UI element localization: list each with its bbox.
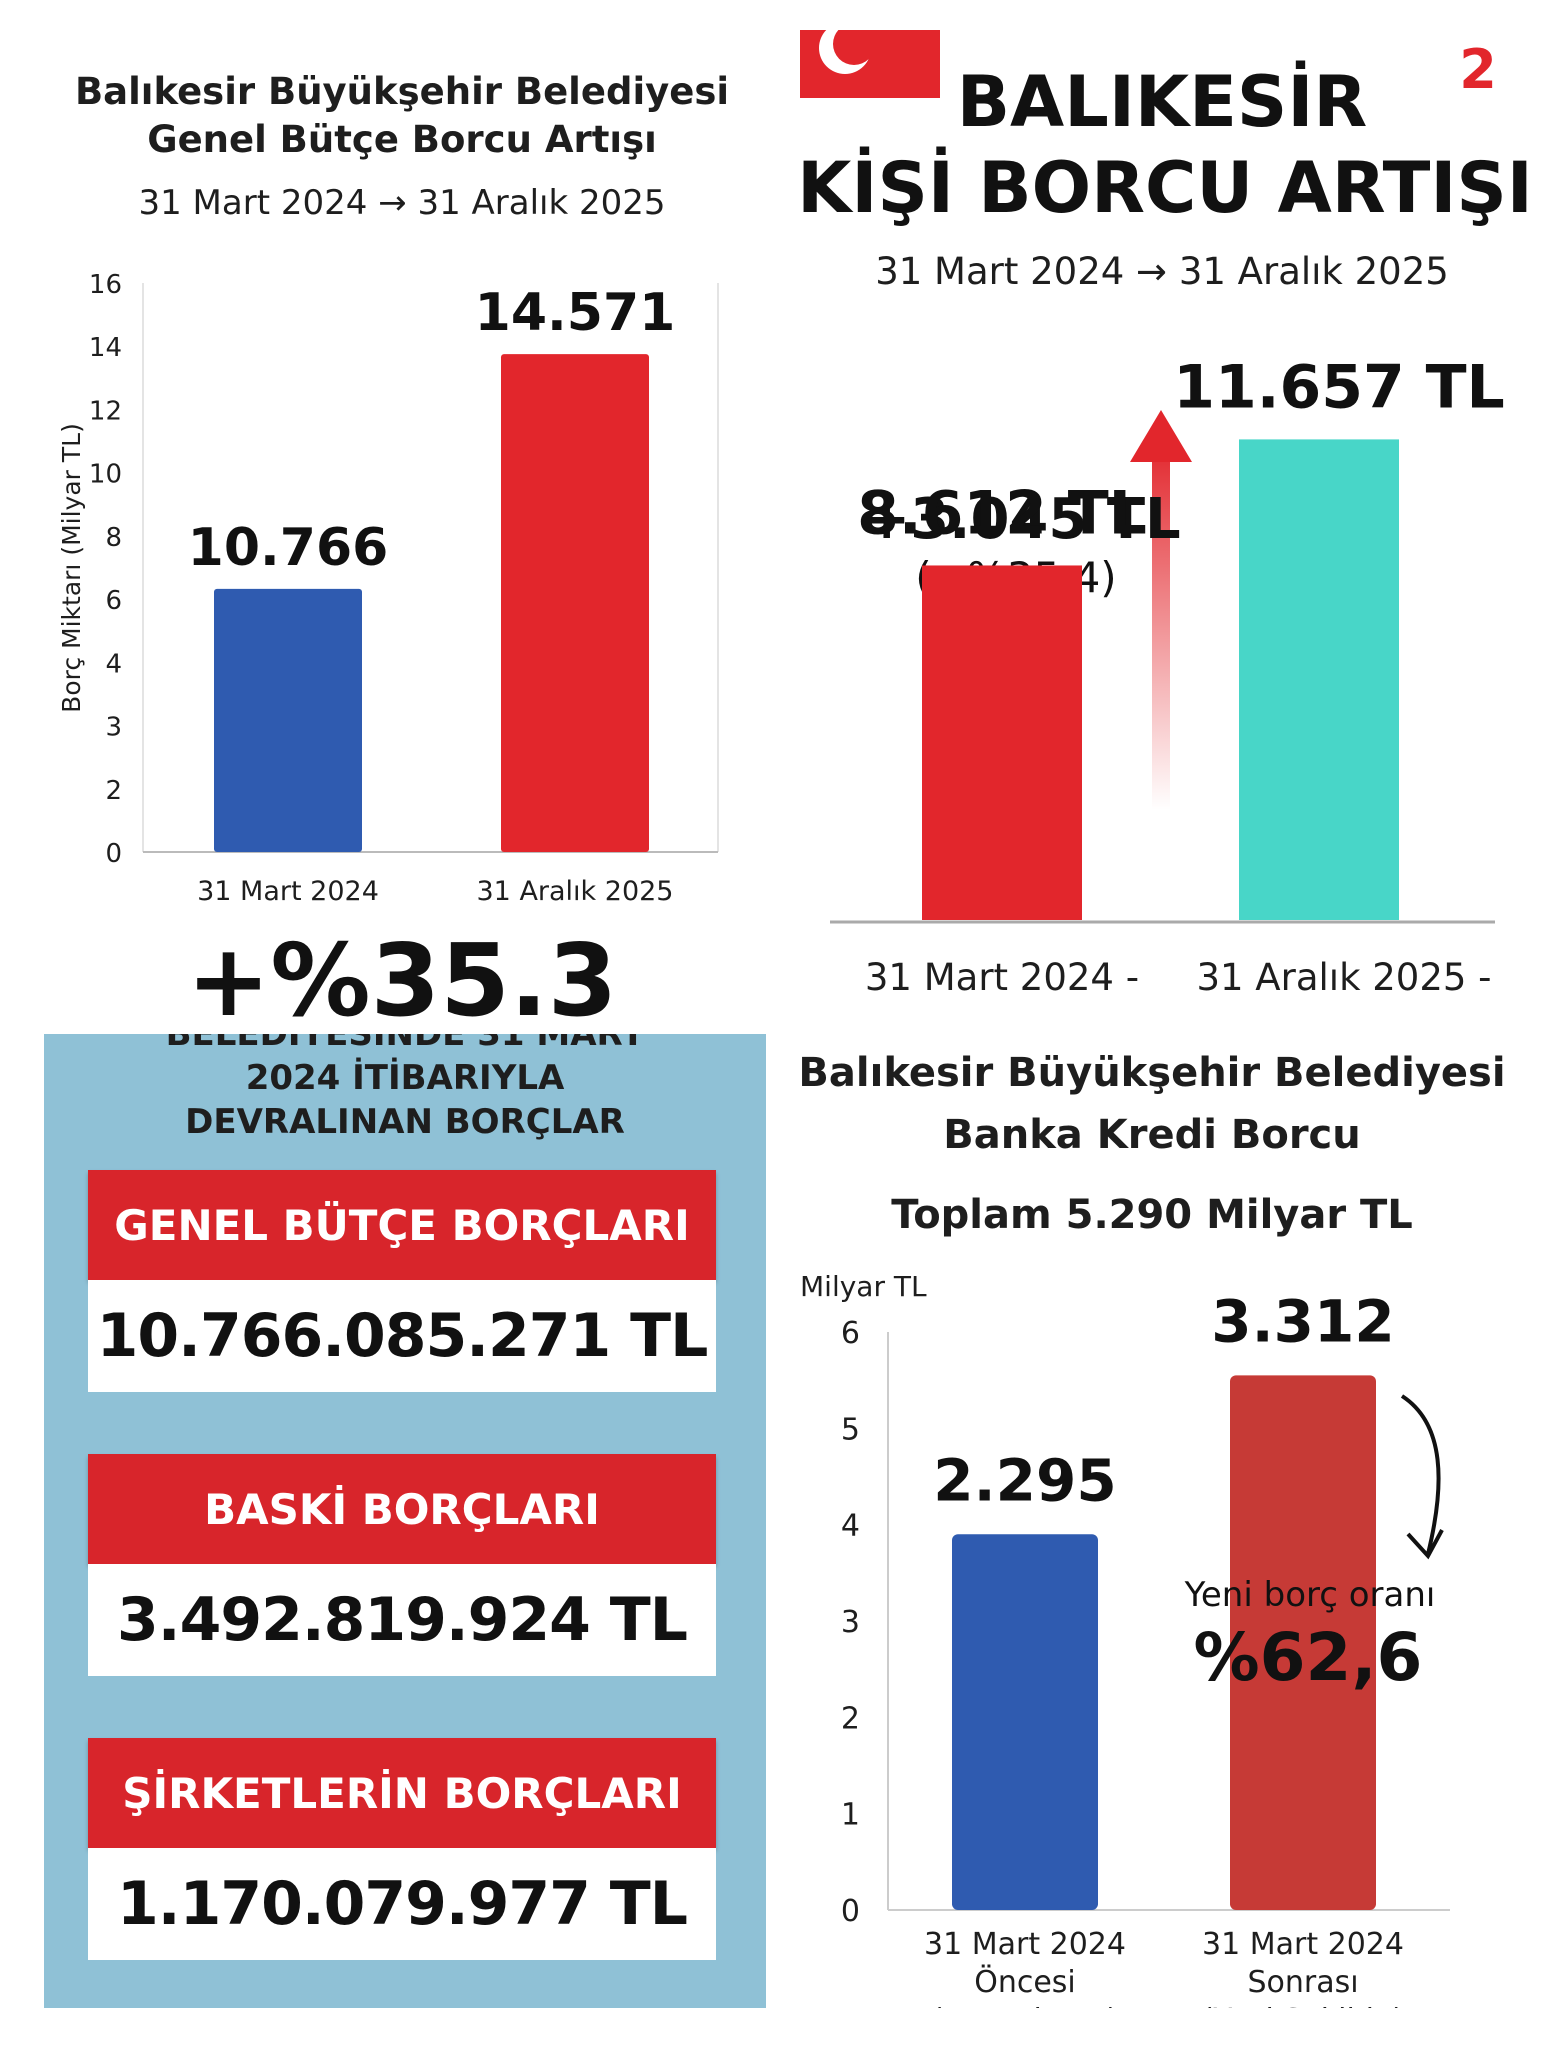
y-tick-label: 3 xyxy=(841,1605,860,1640)
bar xyxy=(1230,1375,1376,1910)
new-debt-ratio-value: %62,6 xyxy=(1194,1619,1423,1696)
y-tick-label: 14 xyxy=(89,333,122,363)
bank-credit-debt-panel: Balıkesir Büyükşehir Belediyesi Banka Kr… xyxy=(790,1034,1554,2008)
y-tick-label: 10 xyxy=(89,460,122,490)
per-capita-debt-panel: 2 BALIKESİR KİŞİ BORCU ARTIŞI 31 Mart 20… xyxy=(790,30,1554,1030)
x-tick-label: (Yeni Şekilde) xyxy=(1202,2003,1404,2008)
y-axis-ticks: 0 1 2 3 4 5 6 xyxy=(841,1316,860,1929)
data-label: 14.571 xyxy=(475,283,676,343)
y-tick-label: 2 xyxy=(841,1701,860,1736)
y-tick-label: 6 xyxy=(105,586,122,616)
chart-subtitle: 31 Mart 2024 → 31 Aralık 2025 xyxy=(875,250,1449,293)
y-tick-label: 8 xyxy=(105,523,122,553)
chart-title-line2: Genel Bütçe Borcu Artışı xyxy=(147,118,657,161)
bar xyxy=(922,565,1082,920)
increase-amount-label: +3.045 TL xyxy=(863,487,1180,552)
chart-title-line1: Balıkesir Büyükşehir Belediyesi xyxy=(798,1050,1505,1096)
bar xyxy=(501,354,649,852)
chart-title-line1: Balıkesir Büyükşehir Belediyesi xyxy=(75,70,729,113)
y-axis-ticks: 0 2 3 4 6 8 10 12 14 16 xyxy=(89,270,122,869)
x-tick-label: 31 Mart 2024 xyxy=(197,876,379,907)
data-label: 8.612 TL xyxy=(857,478,1147,548)
data-labels: 8.612 TL 11.657 TL xyxy=(857,352,1505,548)
chart-subtitle: 31 Mart 2024 → 31 Aralık 2025 xyxy=(138,183,665,223)
y-tick-label: 5 xyxy=(841,1412,860,1447)
debt-item-label: GENEL BÜTÇE BORÇLARI xyxy=(88,1170,716,1280)
bar xyxy=(1239,439,1399,920)
y-tick-label: 12 xyxy=(89,396,122,426)
bar xyxy=(214,588,362,852)
data-label: 11.657 TL xyxy=(1173,352,1505,422)
chart-title-line1: BALIKESİR xyxy=(957,61,1368,143)
x-tick-label: 31 Mart 2024 xyxy=(924,1927,1126,1962)
x-tick-label: Sonrası xyxy=(1247,1965,1358,2000)
y-tick-label: 16 xyxy=(89,270,122,300)
unit-label: Milyar TL xyxy=(800,1270,927,1303)
y-tick-label: 3 xyxy=(105,713,122,743)
chart-subtitle: Toplam 5.290 Milyar TL xyxy=(891,1192,1413,1238)
debt-item-value: 1.170.079.977 TL xyxy=(88,1848,716,1960)
y-tick-label: 4 xyxy=(841,1509,860,1544)
data-label: 10.766 xyxy=(188,518,389,578)
curved-arrow-icon xyxy=(1400,1394,1444,1560)
new-debt-ratio-label: Yeni borç oranı xyxy=(1184,1575,1436,1615)
page-number: 2 xyxy=(1459,38,1497,101)
x-tick-label: 31 Aralık 2025 xyxy=(477,876,674,907)
x-tick-label: Öncesi xyxy=(974,1964,1076,2000)
debt-item-label: ŞİRKETLERİN BORÇLARI xyxy=(88,1738,716,1848)
y-tick-label: 0 xyxy=(105,839,122,869)
debt-item-value: 3.492.819.924 TL xyxy=(88,1564,716,1676)
header-partial-line: BELEDİYESİNDE 31 MART xyxy=(165,1034,645,1054)
x-tick-label: (Devralınan) xyxy=(932,2003,1119,2008)
data-label: 2.295 xyxy=(933,1446,1116,1514)
bars xyxy=(952,1375,1376,1910)
general-budget-debt-panel: Balıkesir Büyükşehir Belediyesi Genel Bü… xyxy=(0,0,777,1030)
header-line1: 2024 İTİBARIYLA xyxy=(245,1058,565,1098)
debt-item-label: BASKİ BORÇLARI xyxy=(88,1454,716,1564)
percent-increase-label: +%35.3 xyxy=(187,922,618,1030)
flag-icon xyxy=(800,30,940,98)
y-axis-label: Borç Miktarı (Milyar TL) xyxy=(57,423,86,713)
data-labels: 10.766 14.571 xyxy=(188,283,676,578)
bars xyxy=(214,354,649,852)
header-line2: DEVRALINAN BORÇLAR xyxy=(185,1102,625,1142)
per-capita-debt-chart: 2 BALIKESİR KİŞİ BORCU ARTIŞI 31 Mart 20… xyxy=(797,30,1533,999)
increase-arrow-icon xyxy=(1130,410,1192,810)
inherited-debts-panel: BELEDİYESİNDE 31 MART 2024 İTİBARIYLA DE… xyxy=(44,1034,766,2008)
bar xyxy=(952,1534,1098,1910)
bars xyxy=(922,439,1399,920)
data-label: 3.312 xyxy=(1211,1287,1394,1355)
x-axis-categories: 31 Mart 2024 - 31 Aralık 2025 - xyxy=(865,956,1492,999)
y-tick-label: 2 xyxy=(105,776,122,806)
x-tick-label: 31 Aralık 2025 - xyxy=(1196,956,1491,999)
chart-title-line2: KİŞİ BORCU ARTIŞI xyxy=(797,147,1533,229)
x-axis-categories: 31 Mart 2024 31 Aralık 2025 xyxy=(197,876,673,907)
chart-title-line2: Banka Kredi Borcu xyxy=(943,1112,1360,1158)
data-labels: 2.295 3.312 xyxy=(933,1287,1394,1514)
debt-item-value: 10.766.085.271 TL xyxy=(88,1280,716,1392)
y-tick-label: 6 xyxy=(841,1316,860,1351)
y-tick-label: 4 xyxy=(105,649,122,679)
y-tick-label: 1 xyxy=(841,1798,860,1833)
x-tick-label: 31 Mart 2024 xyxy=(1202,1927,1404,1962)
y-tick-label: 0 xyxy=(841,1894,860,1929)
bank-credit-debt-chart: Balıkesir Büyükşehir Belediyesi Banka Kr… xyxy=(798,1050,1505,2008)
general-budget-debt-chart: Balıkesir Büyükşehir Belediyesi Genel Bü… xyxy=(57,70,729,1030)
x-tick-label: 31 Mart 2024 - xyxy=(865,956,1139,999)
